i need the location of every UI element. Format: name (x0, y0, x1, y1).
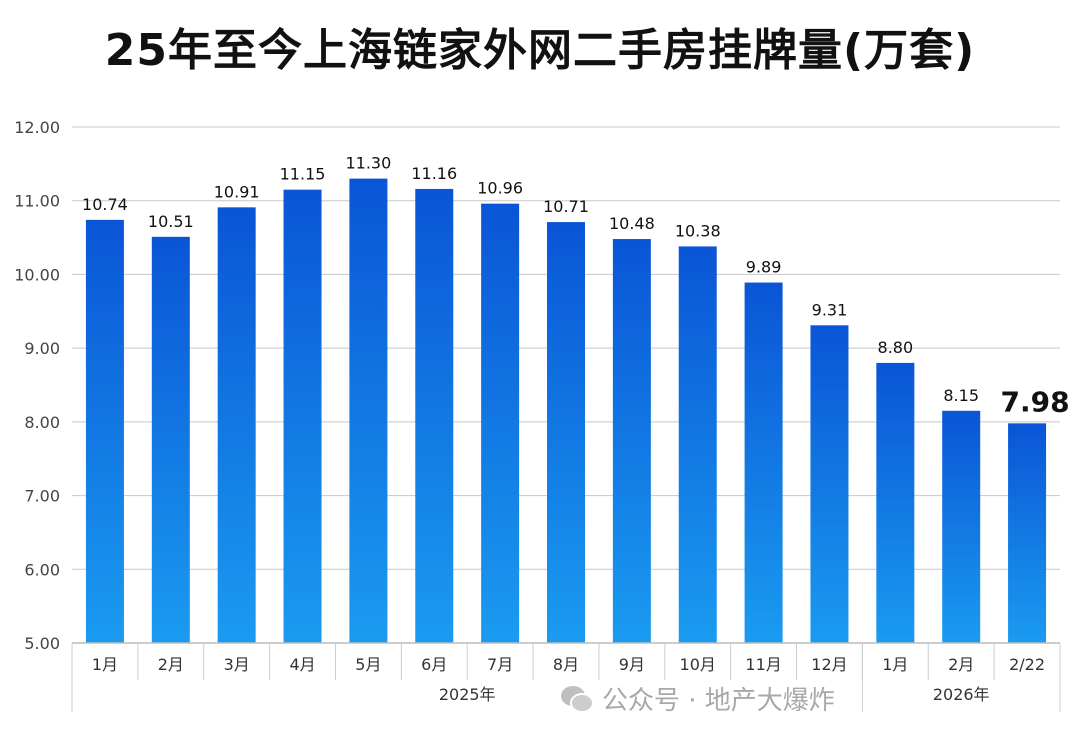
data-label: 9.31 (812, 300, 848, 319)
data-label: 10.91 (214, 182, 260, 201)
bar (744, 282, 783, 643)
x-tick-label: 2/22 (1009, 655, 1045, 674)
y-tick-label: 6.00 (24, 560, 60, 579)
x-tick-label: 6月 (421, 655, 447, 674)
data-label: 10.38 (675, 221, 721, 240)
x-tick-label: 3月 (224, 655, 250, 674)
data-label: 8.80 (878, 338, 914, 357)
x-tick-label: 12月 (811, 655, 847, 674)
y-tick-label: 10.00 (14, 265, 60, 284)
bar (810, 325, 849, 643)
y-tick-label: 7.00 (24, 487, 60, 506)
data-label: 8.15 (943, 386, 979, 405)
x-tick-label: 8月 (553, 655, 579, 674)
chart-title: 25年至今上海链家外网二手房挂牌量(万套) (104, 25, 976, 76)
data-label: 11.15 (280, 165, 326, 184)
x-tick-label: 1月 (92, 655, 118, 674)
data-label: 7.98 (1001, 385, 1070, 418)
x-tick-label: 4月 (289, 655, 315, 674)
data-label: 9.89 (746, 258, 782, 277)
data-label: 11.16 (411, 164, 457, 183)
wechat-icon (560, 684, 594, 714)
y-tick-label: 12.00 (14, 118, 60, 137)
bar (942, 410, 981, 643)
y-tick-label: 9.00 (24, 339, 60, 358)
x-tick-label: 5月 (355, 655, 381, 674)
data-label: 10.71 (543, 197, 589, 216)
bar (678, 246, 717, 643)
watermark: 公众号 · 地产大爆炸 (560, 680, 835, 717)
group-label: 2026年 (933, 685, 990, 704)
data-label: 11.30 (345, 154, 391, 173)
data-label: 10.51 (148, 212, 194, 231)
y-tick-label: 11.00 (14, 192, 60, 211)
bar (547, 222, 585, 643)
group-label: 2025年 (439, 685, 496, 704)
bar (151, 236, 190, 643)
bar (1008, 423, 1047, 643)
y-tick-label: 5.00 (24, 634, 60, 653)
x-tick-label: 10月 (680, 655, 716, 674)
bar (876, 362, 915, 643)
bar (349, 178, 388, 643)
bar (283, 189, 322, 643)
bar (415, 188, 454, 644)
bar (217, 207, 256, 643)
data-label: 10.48 (609, 214, 655, 233)
x-tick-label: 1月 (882, 655, 908, 674)
x-tick-label: 2月 (948, 655, 974, 674)
data-label: 10.74 (82, 195, 128, 214)
y-tick-label: 8.00 (24, 413, 60, 432)
bar (85, 219, 124, 643)
bar (481, 203, 520, 644)
x-tick-label: 9月 (619, 655, 645, 674)
data-label: 10.96 (477, 179, 523, 198)
x-tick-label: 2月 (158, 655, 184, 674)
x-tick-label: 11月 (745, 655, 781, 674)
watermark-text: 公众号 · 地产大爆炸 (602, 686, 835, 716)
bar (612, 239, 651, 643)
x-tick-label: 7月 (487, 655, 513, 674)
